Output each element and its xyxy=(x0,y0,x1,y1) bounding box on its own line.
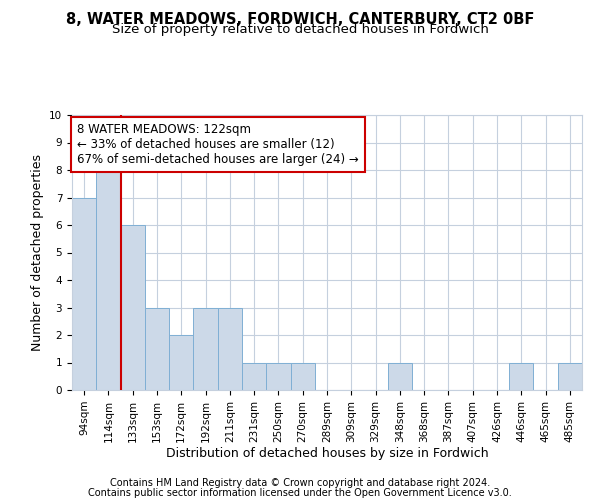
Bar xyxy=(242,362,266,390)
Bar xyxy=(218,308,242,390)
Bar xyxy=(290,362,315,390)
Y-axis label: Number of detached properties: Number of detached properties xyxy=(31,154,44,351)
X-axis label: Distribution of detached houses by size in Fordwich: Distribution of detached houses by size … xyxy=(166,448,488,460)
Text: Size of property relative to detached houses in Fordwich: Size of property relative to detached ho… xyxy=(112,22,488,36)
Bar xyxy=(145,308,169,390)
Bar xyxy=(96,170,121,390)
Bar xyxy=(266,362,290,390)
Bar xyxy=(558,362,582,390)
Bar xyxy=(72,198,96,390)
Bar xyxy=(388,362,412,390)
Bar xyxy=(193,308,218,390)
Text: Contains HM Land Registry data © Crown copyright and database right 2024.: Contains HM Land Registry data © Crown c… xyxy=(110,478,490,488)
Text: 8 WATER MEADOWS: 122sqm
← 33% of detached houses are smaller (12)
67% of semi-de: 8 WATER MEADOWS: 122sqm ← 33% of detache… xyxy=(77,123,359,166)
Text: Contains public sector information licensed under the Open Government Licence v3: Contains public sector information licen… xyxy=(88,488,512,498)
Bar xyxy=(169,335,193,390)
Bar xyxy=(509,362,533,390)
Text: 8, WATER MEADOWS, FORDWICH, CANTERBURY, CT2 0BF: 8, WATER MEADOWS, FORDWICH, CANTERBURY, … xyxy=(66,12,534,28)
Bar xyxy=(121,225,145,390)
